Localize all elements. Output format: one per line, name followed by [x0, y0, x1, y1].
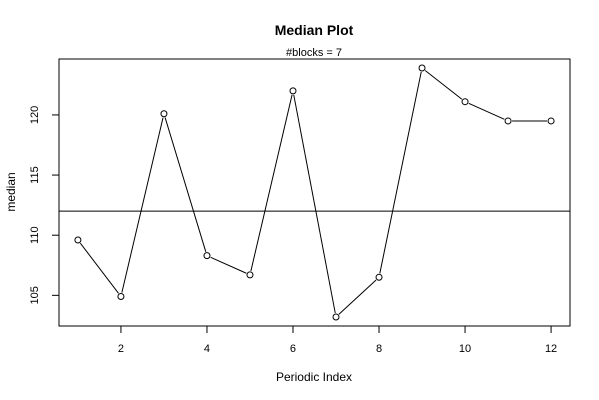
- x-tick-label: 6: [290, 343, 296, 355]
- data-point: [418, 64, 426, 72]
- data-point: [461, 98, 469, 106]
- y-tick-label: 115: [29, 166, 41, 184]
- y-tick-label: 110: [29, 226, 41, 244]
- y-axis-ticks: 105 110 115 120: [29, 106, 59, 305]
- series-segment: [338, 279, 377, 315]
- series-segment: [79, 242, 119, 294]
- y-axis-label: median: [4, 172, 18, 211]
- data-point: [332, 313, 340, 321]
- series-segment: [379, 71, 422, 274]
- x-tick-label: 8: [376, 343, 382, 355]
- series-segment: [121, 117, 164, 293]
- series-layer: [74, 64, 555, 321]
- series-segment: [250, 94, 293, 272]
- x-tick-label: 2: [118, 343, 124, 355]
- data-point: [504, 117, 512, 125]
- x-tick-label: 10: [459, 343, 471, 355]
- y-tick-label: 105: [29, 286, 41, 304]
- data-point: [160, 110, 168, 118]
- data-point: [117, 293, 125, 301]
- data-point: [246, 271, 254, 279]
- x-tick-label: 4: [204, 343, 210, 355]
- x-axis-label: Periodic Index: [276, 370, 352, 384]
- plot-area-frame: [58, 58, 571, 327]
- data-point: [289, 87, 297, 95]
- data-point: [547, 117, 555, 125]
- data-point: [375, 273, 383, 281]
- chart-title: Median Plot: [275, 22, 354, 38]
- y-tick-label: 120: [29, 106, 41, 124]
- data-point: [203, 252, 211, 260]
- chart-subtitle: #blocks = 7: [286, 47, 342, 59]
- data-point: [74, 236, 82, 244]
- series-segment: [293, 94, 336, 314]
- series-segment: [424, 70, 463, 100]
- x-tick-label: 12: [545, 343, 557, 355]
- series-segment: [468, 102, 505, 120]
- x-axis-ticks: 2 4 6 8 10 12: [118, 326, 557, 355]
- series-segment: [210, 256, 247, 274]
- series-segment: [164, 117, 207, 252]
